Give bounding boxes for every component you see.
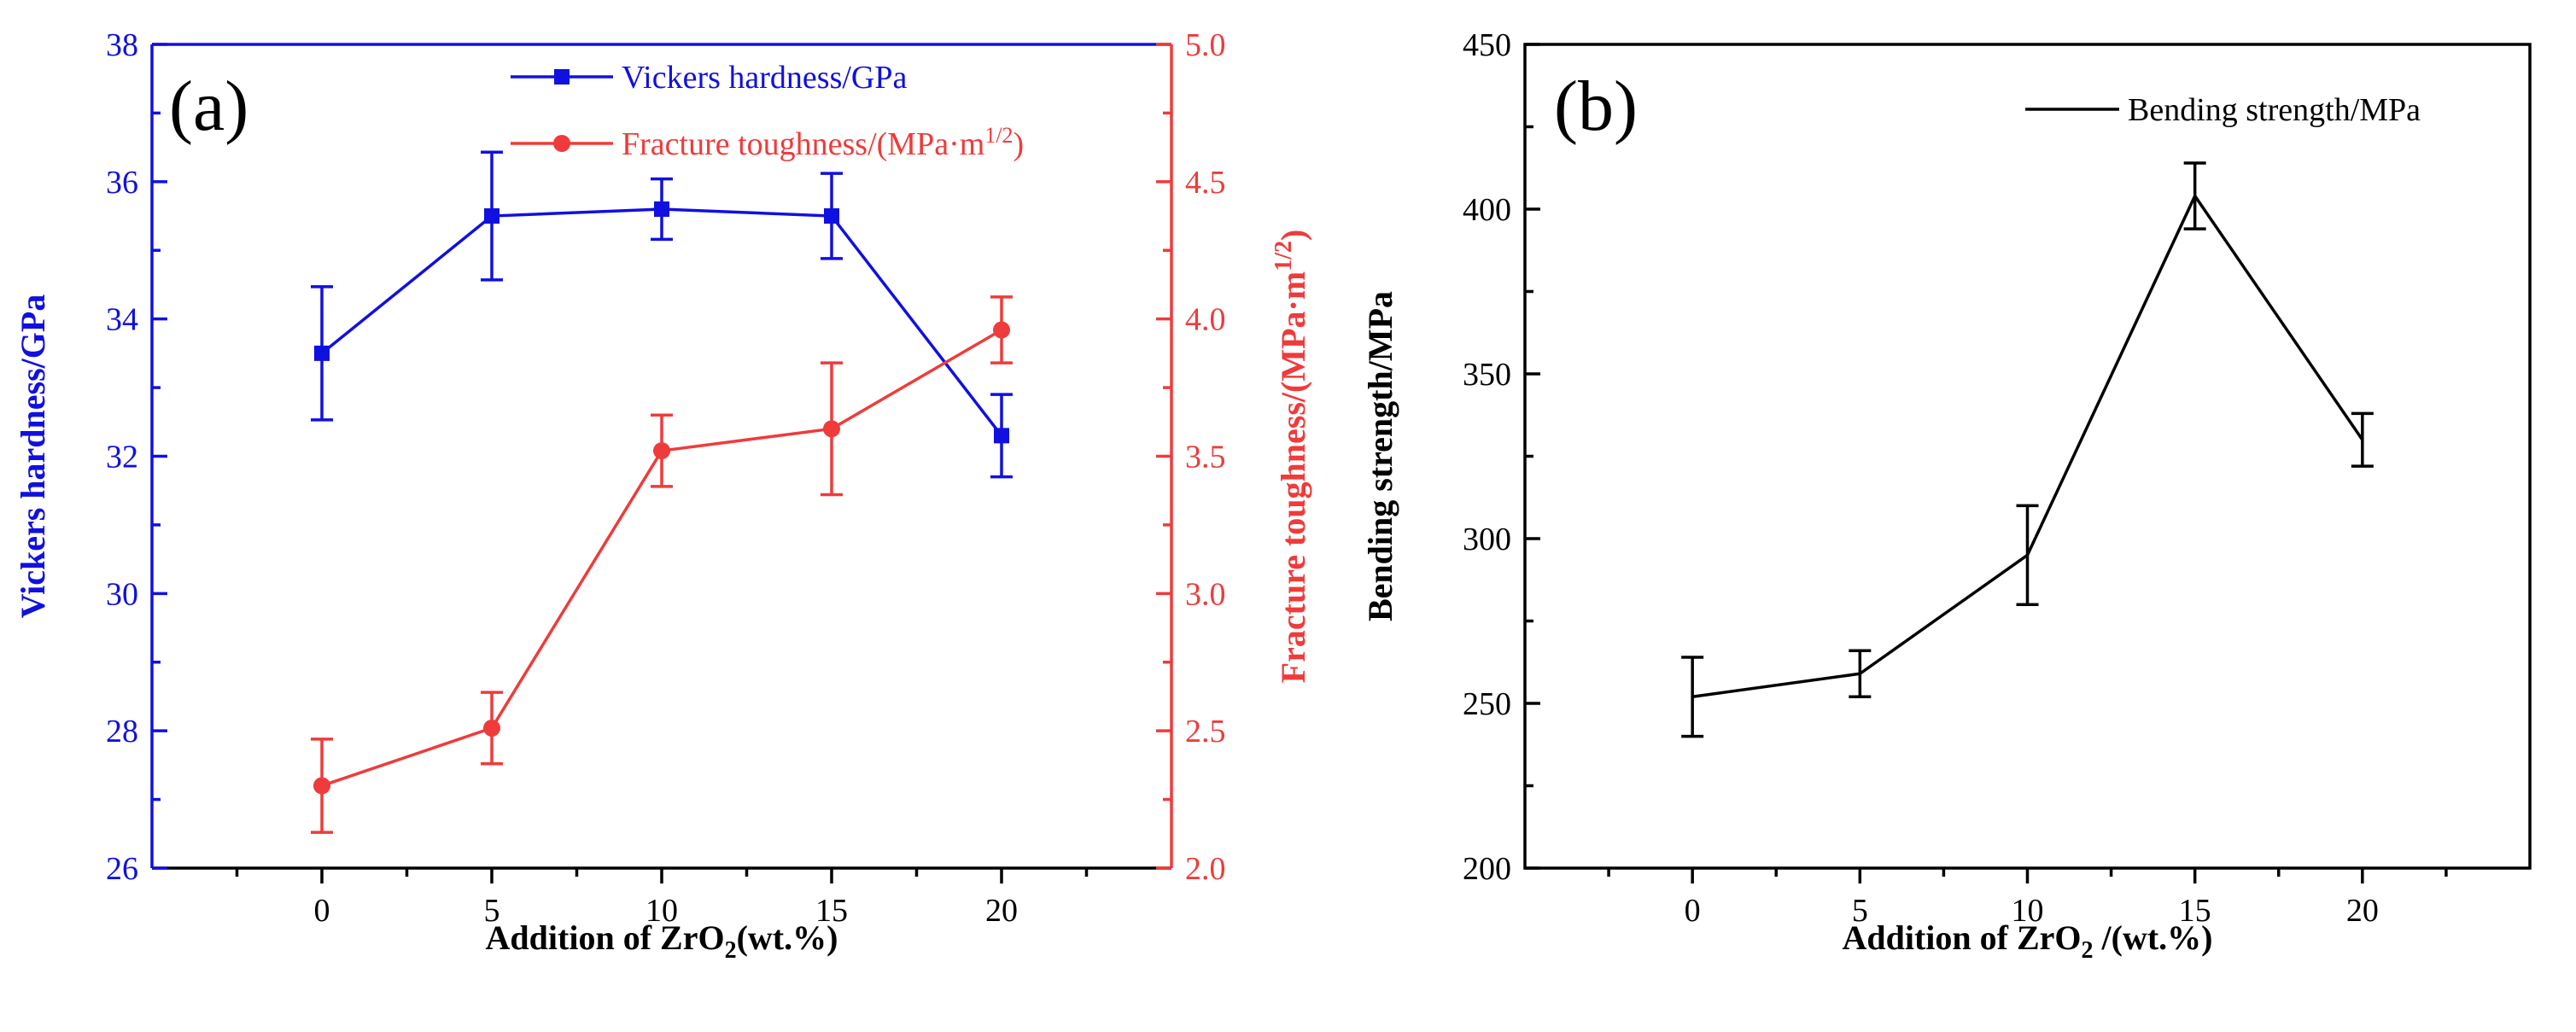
a-x-axis-title: Addition of ZrO2(wt.%) xyxy=(486,918,838,964)
b-x-axis-title-subscript: 2 xyxy=(2082,937,2094,964)
a-series-1-line xyxy=(321,329,1002,788)
a-series-1-point xyxy=(653,442,670,460)
b-y-tick-label: 400 xyxy=(1463,192,1511,228)
a-right-tick-label: 5.0 xyxy=(1185,27,1226,63)
b-y-axis-title: Bending strength/MPa xyxy=(1361,291,1399,621)
a-x-axis-title-subscript: 2 xyxy=(725,937,737,964)
a-series-0-point xyxy=(654,201,669,217)
a-legend-label-0: Vickers hardness/GPa xyxy=(622,60,907,96)
b-y-tick-label: 350 xyxy=(1463,357,1511,393)
b-x-tick-label: 0 xyxy=(1685,893,1701,929)
a-right-tick-label: 2.0 xyxy=(1185,851,1226,887)
a-right-tick-label: 3.5 xyxy=(1185,440,1226,475)
b-series-line xyxy=(1691,193,2364,699)
b-y-tick-label: 450 xyxy=(1463,27,1511,63)
a-series-0-point xyxy=(484,208,499,224)
a-right-axis-title-suffix: ) xyxy=(1274,230,1312,241)
b-y-tick-label: 300 xyxy=(1463,522,1511,557)
b-panel-label: (b) xyxy=(1554,67,1638,146)
a-left-tick-label: 26 xyxy=(106,851,138,887)
a-series-1-point xyxy=(313,777,330,795)
a-x-axis-title-main: Addition of ZrO xyxy=(486,918,725,957)
b-x-axis-title-main: Addition of ZrO xyxy=(1842,918,2081,957)
a-panel-label: (a) xyxy=(169,67,248,146)
b-plot-frame xyxy=(1523,43,2532,870)
a-left-tick-label: 30 xyxy=(106,576,138,612)
a-left-tick-label: 36 xyxy=(106,165,138,201)
a-series-0-line xyxy=(320,207,1003,437)
b-x-tick-label: 10 xyxy=(2012,893,2044,929)
a-left-tick-label: 34 xyxy=(106,302,138,338)
a-x-tick-label: 20 xyxy=(985,893,1018,929)
a-left-tick-label: 32 xyxy=(106,440,138,475)
a-series-0-point xyxy=(314,345,330,361)
a-legend-marker-1 xyxy=(553,135,570,152)
a-x-tick-label: 10 xyxy=(645,893,678,929)
a-x-tick-label: 5 xyxy=(484,893,500,929)
a-series-0-point xyxy=(994,428,1009,444)
b-x-axis-title-suffix: /(wt.%) xyxy=(2094,918,2213,957)
a-right-axis-title-main: Fracture toughness/(MPa·m xyxy=(1274,271,1312,684)
a-legend-label-1: Fracture toughness/(MPa·m1/2) xyxy=(622,123,1024,162)
a-legend-label-1-main: Fracture toughness/(MPa·m xyxy=(622,126,984,162)
a-right-tick-label: 3.0 xyxy=(1185,576,1226,612)
a-left-axis-title: Vickers hardness/GPa xyxy=(14,294,52,619)
a-series-1-point xyxy=(483,719,500,737)
a-series-1-point xyxy=(823,420,840,438)
a-right-axis-title-superscript: 1/2 xyxy=(1270,241,1297,271)
b-x-tick-label: 5 xyxy=(1852,893,1868,929)
a-x-axis-title-suffix: (wt.%) xyxy=(737,918,838,957)
b-x-tick-label: 15 xyxy=(2179,893,2211,929)
a-series-1-point xyxy=(993,321,1010,339)
b-x-tick-label: 20 xyxy=(2346,893,2379,929)
a-right-axis-title: Fracture toughness/(MPa·m1/2) xyxy=(1270,230,1312,684)
a-right-tick-label: 4.5 xyxy=(1185,165,1226,201)
a-x-tick-label: 0 xyxy=(314,893,330,929)
a-right-tick-label: 2.5 xyxy=(1185,714,1226,749)
a-right-tick-label: 4.0 xyxy=(1185,302,1226,338)
a-left-tick-label: 28 xyxy=(106,714,138,749)
a-x-tick-label: 15 xyxy=(815,893,848,929)
a-legend-label-1-superscript: 1/2 xyxy=(984,123,1013,148)
a-legend-marker-0 xyxy=(554,69,570,85)
b-x-axis-title: Addition of ZrO2 /(wt.%) xyxy=(1842,918,2212,964)
a-left-tick-label: 38 xyxy=(106,27,138,63)
b-y-tick-label: 250 xyxy=(1463,686,1511,722)
b-legend-label: Bending strength/MPa xyxy=(2128,92,2421,128)
b-y-tick-label: 200 xyxy=(1463,851,1511,887)
a-legend-label-1-suffix: ) xyxy=(1013,126,1025,162)
a-series-0-point xyxy=(824,208,839,224)
